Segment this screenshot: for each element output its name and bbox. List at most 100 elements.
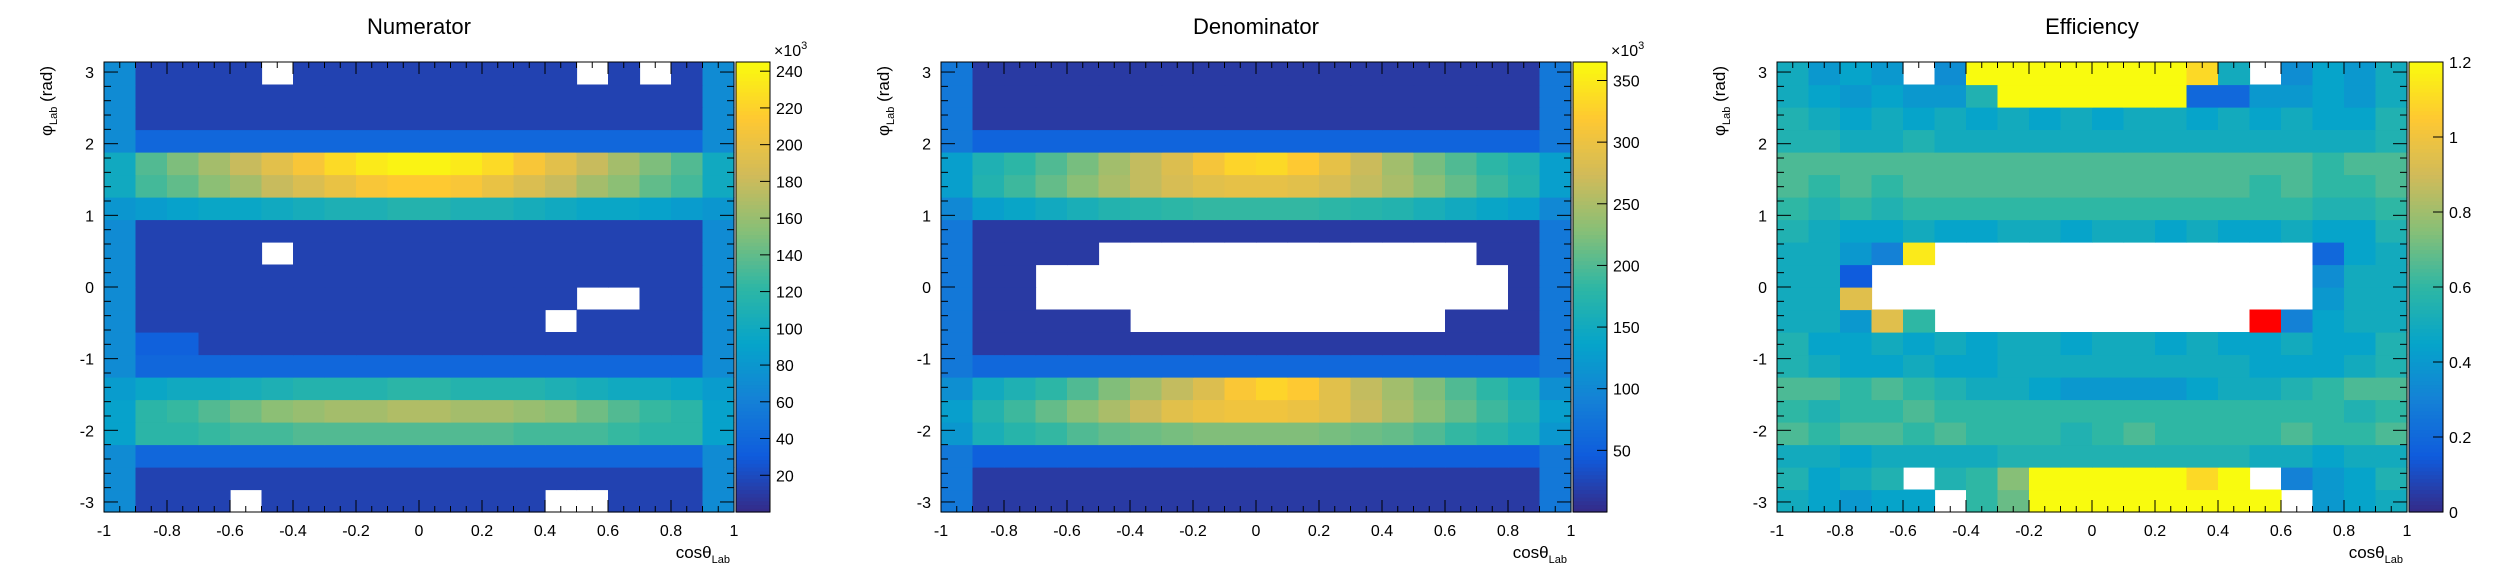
heatmap-cell: [450, 129, 483, 153]
heatmap-cell: [1256, 107, 1289, 131]
heatmap-cell: [608, 399, 641, 423]
color-scale-swatch: [1573, 437, 1607, 442]
color-scale-swatch: [736, 125, 770, 131]
heatmap-cell: [1350, 399, 1383, 423]
heatmap-cell: [2344, 219, 2377, 243]
heatmap-cell: [513, 309, 546, 333]
color-scale-swatch: [736, 65, 770, 71]
heatmap-cell: [1004, 129, 1037, 153]
y-axis-label-unit: (rad): [1710, 66, 1729, 107]
heatmap-cell: [135, 84, 168, 108]
heatmap-cell: [2092, 377, 2125, 401]
color-scale-swatch: [1573, 178, 1607, 183]
heatmap-cell: [2186, 129, 2219, 153]
color-scale-swatch: [736, 275, 770, 281]
heatmap-cell: [2029, 332, 2062, 356]
heatmap-cell: [1997, 219, 2030, 243]
color-scale-swatch: [1573, 129, 1607, 134]
heatmap-cell: [671, 489, 704, 513]
heatmap-cell: [1004, 219, 1037, 243]
heatmap-cell: [293, 287, 326, 311]
heatmap-cell: [1319, 107, 1352, 131]
heatmap-cell: [2155, 422, 2188, 446]
heatmap-cell: [167, 377, 200, 401]
color-scale-swatch: [2409, 182, 2443, 187]
heatmap-cell: [1035, 332, 1068, 356]
heatmap-cell: [135, 422, 168, 446]
heatmap-cell: [261, 84, 294, 108]
color-scale-label: 20: [776, 468, 794, 485]
heatmap-cell: [1871, 129, 1904, 153]
x-tick-label: -0.8: [1826, 523, 1854, 540]
heatmap-cell: [639, 152, 672, 176]
heatmap-cell: [1319, 422, 1352, 446]
heatmap-cell: [450, 444, 483, 468]
heatmap-cell: [2092, 129, 2125, 153]
heatmap-cell: [1287, 62, 1320, 86]
heatmap-cell: [608, 219, 641, 243]
color-scale-swatch: [736, 410, 770, 416]
heatmap-cell: [1997, 467, 2030, 491]
color-scale-swatch: [736, 485, 770, 491]
color-scale-swatch: [736, 354, 770, 359]
heatmap-cell: [972, 174, 1005, 198]
heatmap-cell: [1098, 422, 1131, 446]
heatmap-cell: [1840, 242, 1873, 266]
color-scale-swatch: [736, 320, 770, 326]
heatmap-cell: [1445, 332, 1478, 356]
heatmap-cell: [2029, 422, 2062, 446]
heatmap-cell: [2375, 287, 2408, 311]
heatmap-cell: [2249, 489, 2282, 513]
heatmap-cell: [482, 242, 515, 266]
heatmap-cell: [1934, 152, 1967, 176]
heatmap-cell: [2281, 422, 2314, 446]
heatmap-cell: [639, 242, 672, 266]
heatmap-cell: [1997, 174, 2030, 198]
heatmap-cell: [104, 399, 137, 423]
heatmap-cell: [2155, 489, 2188, 513]
color-scale-swatch: [1573, 414, 1607, 419]
color-scale-swatch: [736, 444, 770, 449]
heatmap-cell: [702, 354, 735, 378]
x-axis-label-subscript: Lab: [2385, 554, 2403, 566]
color-scale-swatch: [2409, 305, 2443, 311]
heatmap-cell: [2218, 174, 2251, 198]
heatmap-cell: [576, 129, 609, 153]
heatmap-cell: [104, 467, 137, 491]
x-tick-label: 1: [1567, 523, 1576, 540]
heatmap-cell: [2375, 444, 2408, 468]
heatmap-cell: [576, 174, 609, 198]
color-scale-swatch: [2409, 399, 2443, 404]
color-scale-swatch: [736, 467, 770, 472]
heatmap-cell: [671, 377, 704, 401]
color-scale-swatch: [736, 170, 770, 176]
heatmap-cell: [1130, 219, 1163, 243]
heatmap-cell: [1256, 399, 1289, 423]
heatmap-cell: [1130, 152, 1163, 176]
heatmap-cell: [576, 309, 609, 333]
heatmap-cell: [1161, 399, 1194, 423]
heatmap-cell: [513, 287, 546, 311]
color-scale-label: 240: [776, 64, 803, 81]
color-scale-swatch: [736, 377, 770, 382]
heatmap-cell: [1319, 399, 1352, 423]
heatmap-cell: [261, 467, 294, 491]
heatmap-cell: [2123, 62, 2156, 86]
heatmap-cell: [1476, 174, 1509, 198]
heatmap-cell: [1161, 129, 1194, 153]
color-scale-swatch: [2409, 407, 2443, 412]
color-scale-swatch: [736, 62, 770, 67]
heatmap-cell: [1130, 444, 1163, 468]
color-scale-swatch: [2409, 249, 2443, 254]
heatmap-cell: [671, 107, 704, 131]
heatmap-cell: [450, 174, 483, 198]
heatmap-cell: [2092, 197, 2125, 221]
heatmap-cell: [2281, 197, 2314, 221]
color-scale-swatch: [736, 223, 770, 228]
color-scale-label: 180: [776, 174, 803, 191]
heatmap-cell: [167, 489, 200, 513]
heatmap-cell: [2060, 62, 2093, 86]
heatmap-cell: [545, 444, 578, 468]
